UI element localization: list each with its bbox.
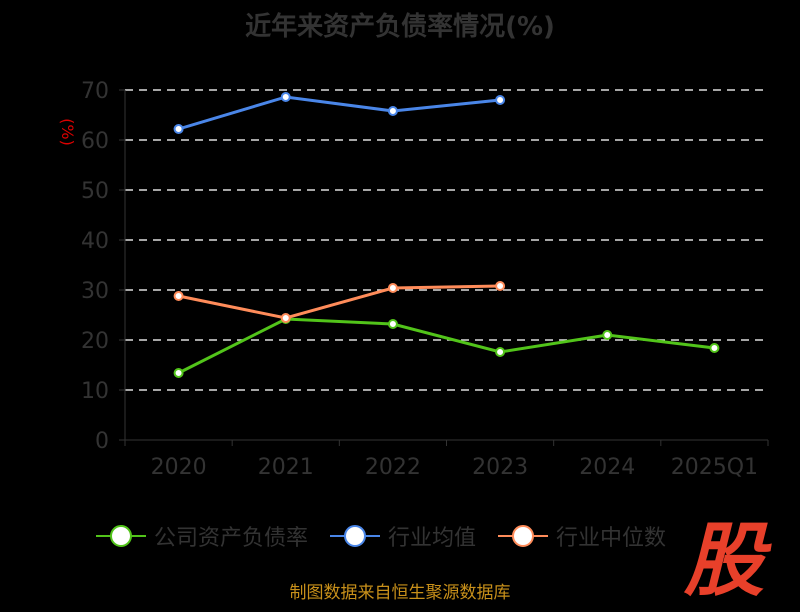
legend-marker-icon bbox=[96, 525, 146, 547]
source-note: 制图数据来自恒生聚源数据库 bbox=[289, 583, 511, 603]
data-point bbox=[495, 95, 506, 105]
x-tick-label: 2020 bbox=[151, 455, 207, 480]
data-point bbox=[602, 330, 613, 340]
y-axis-label: (%) bbox=[58, 118, 77, 146]
series-line bbox=[178, 95, 501, 131]
legend-marker-icon bbox=[498, 525, 549, 547]
logo: 股 bbox=[684, 514, 764, 607]
y-tick-label: 70 bbox=[81, 79, 109, 104]
y-tick-label: 10 bbox=[81, 379, 109, 404]
x-tick-label: 2021 bbox=[258, 455, 314, 480]
x-tick-label: 2025Q1 bbox=[671, 455, 758, 480]
y-tick-label: 20 bbox=[81, 329, 109, 354]
data-point bbox=[387, 106, 398, 116]
x-tick-label: 2023 bbox=[472, 455, 528, 480]
y-tick-label: 30 bbox=[81, 279, 109, 304]
legend-item-industry-median[interactable]: 行业中位数 bbox=[498, 520, 666, 552]
data-point bbox=[495, 281, 506, 291]
data-point bbox=[495, 347, 506, 357]
data-point bbox=[173, 368, 184, 378]
series-line bbox=[178, 284, 501, 320]
legend-item-company[interactable]: 公司资产负债率 bbox=[96, 520, 308, 552]
data-point bbox=[280, 92, 291, 102]
data-point bbox=[173, 124, 184, 134]
legend-marker-icon bbox=[330, 525, 381, 547]
data-point bbox=[709, 343, 720, 353]
legend-label: 行业均值 bbox=[388, 526, 477, 551]
y-tick-label: 40 bbox=[81, 229, 109, 254]
data-point bbox=[280, 313, 291, 323]
data-point bbox=[173, 291, 184, 301]
data-point bbox=[387, 319, 398, 329]
legend: 公司资产负债率 行业均值 行业中位数 bbox=[96, 520, 666, 552]
x-tick-label: 2022 bbox=[365, 455, 421, 480]
y-tick-label: 60 bbox=[81, 129, 109, 154]
x-tick-label: 2024 bbox=[579, 455, 635, 480]
data-point bbox=[387, 283, 398, 293]
legend-label: 行业中位数 bbox=[556, 526, 667, 551]
series-line bbox=[177, 317, 715, 375]
legend-label: 公司资产负债率 bbox=[154, 526, 309, 551]
y-tick-label: 0 bbox=[95, 429, 109, 454]
chart-title: 近年来资产负债率情况(%) bbox=[245, 12, 555, 42]
y-tick-label: 50 bbox=[81, 179, 109, 204]
legend-item-industry-average[interactable]: 行业均值 bbox=[330, 520, 476, 552]
